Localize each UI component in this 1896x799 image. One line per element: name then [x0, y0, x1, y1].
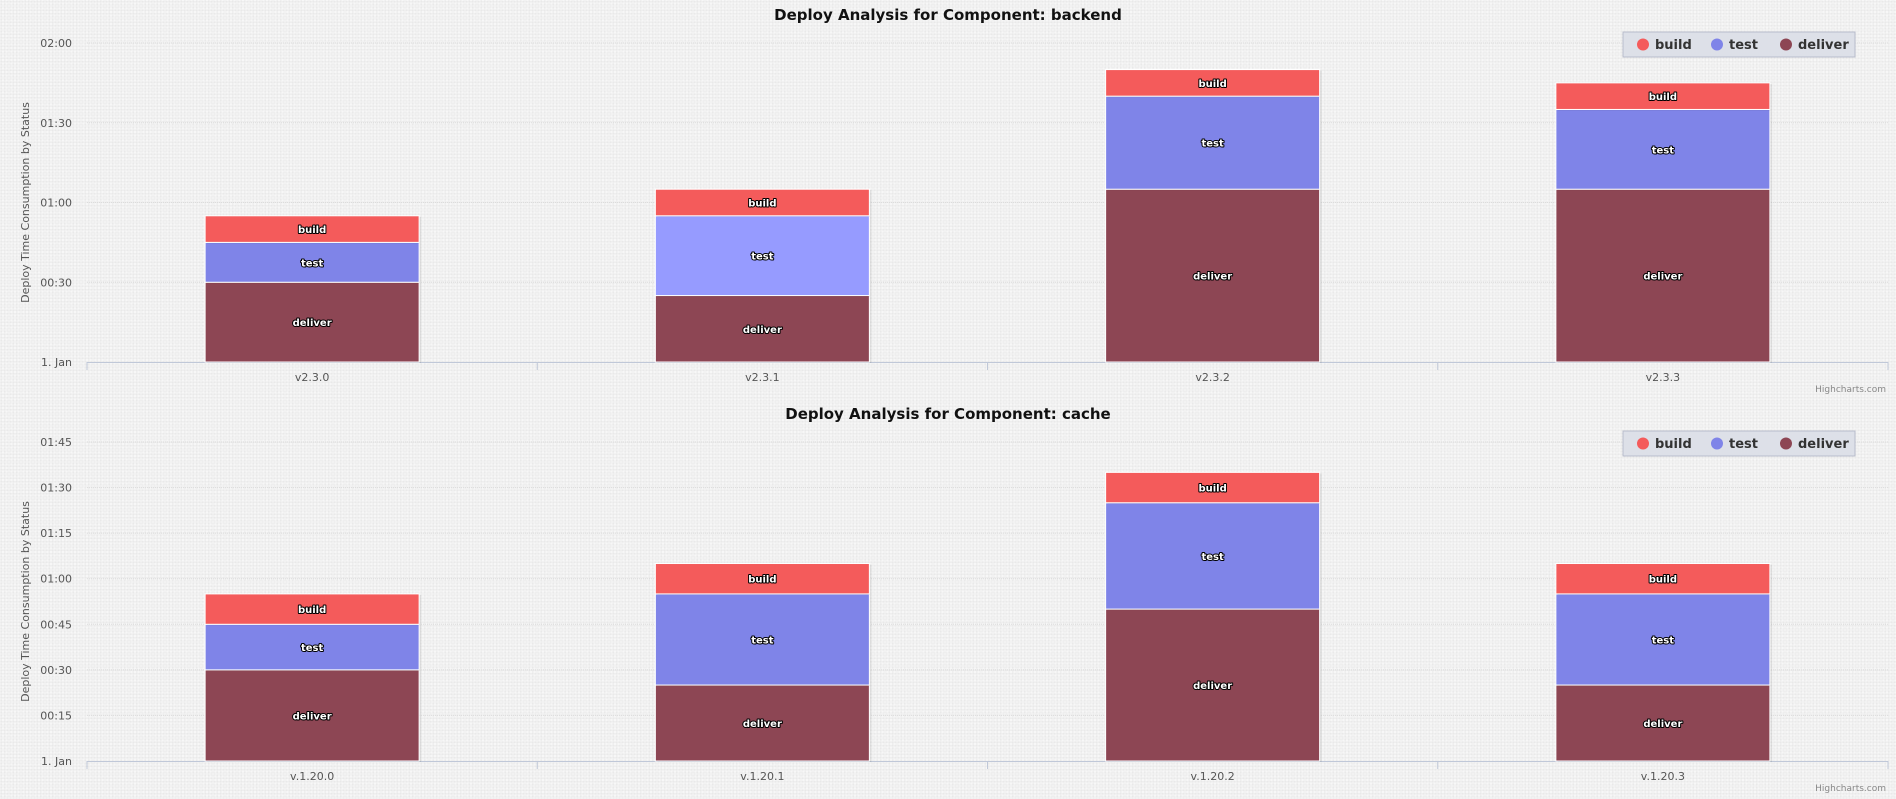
legend-box — [1622, 430, 1856, 457]
credits-link[interactable]: Highcharts.com — [1815, 385, 1886, 395]
y-tick-label: 02:00 — [40, 37, 72, 50]
bar-test-v2-3-2[interactable] — [1105, 95, 1321, 190]
chart-svg: Deploy Analysis for Component: cache 1. J… — [19, 405, 1889, 794]
y-tick-label: 01:30 — [40, 482, 72, 495]
bar-deliver-v2-3-2[interactable] — [1105, 188, 1321, 363]
x-tick-label: v.1.20.1 — [740, 770, 784, 783]
credits-link[interactable]: Highcharts.com — [1815, 784, 1886, 794]
bar-build-v2-3-3[interactable] — [1555, 82, 1771, 110]
x-tick-label: v2.3.1 — [745, 371, 780, 384]
data-label: test — [301, 258, 324, 269]
y-tick-label: 01:45 — [40, 436, 72, 449]
legend-label: test — [1729, 38, 1758, 53]
data-label: deliver — [743, 719, 782, 730]
y-tick-label: 00:30 — [40, 664, 72, 677]
y-tick-label: 01:15 — [40, 527, 72, 540]
bar-build-v2-3-2[interactable] — [1105, 69, 1321, 97]
data-label: test — [1201, 552, 1224, 563]
legend-marker — [1711, 38, 1723, 51]
data-label: build — [298, 225, 326, 236]
bar-test-v-1-20-0[interactable] — [204, 623, 420, 671]
x-tick-label: v.1.20.2 — [1191, 770, 1235, 783]
x-tick-label: v.1.20.3 — [1641, 770, 1685, 783]
legend-marker — [1780, 38, 1792, 51]
bar-test-v2-3-3[interactable] — [1555, 108, 1771, 190]
bar-test-v-1-20-2[interactable] — [1105, 502, 1321, 610]
y-tick-label: 01:00 — [40, 197, 72, 210]
data-label: build — [748, 199, 776, 210]
bar-deliver-v-1-20-3[interactable] — [1555, 684, 1771, 762]
data-label: deliver — [743, 325, 782, 336]
y-axis-title: Deploy Time Consumption by Status — [19, 102, 32, 303]
bar-test-v2-3-0[interactable] — [204, 241, 420, 283]
legend-label: build — [1655, 38, 1692, 53]
x-tick-label: v2.3.3 — [1646, 371, 1681, 384]
bar-deliver-v-1-20-1[interactable] — [654, 684, 870, 762]
legend-marker — [1637, 38, 1649, 51]
data-label: deliver — [1193, 681, 1232, 692]
data-label: test — [751, 252, 774, 263]
y-axis-title: Deploy Time Consumption by Status — [19, 501, 32, 702]
data-label: build — [1198, 79, 1226, 90]
legend-marker — [1780, 437, 1792, 450]
data-label: test — [1652, 635, 1675, 646]
bar-build-v2-3-1[interactable] — [654, 188, 870, 217]
legend-label: build — [1655, 437, 1692, 452]
legend-marker — [1637, 437, 1649, 450]
data-label: test — [1652, 145, 1675, 156]
data-label: test — [751, 635, 774, 646]
x-tick-label: v2.3.2 — [1195, 371, 1230, 384]
chart-cache: Deploy Analysis for Component: cache 1. J… — [0, 399, 1896, 799]
data-label: deliver — [1643, 719, 1682, 730]
y-tick-label: 00:30 — [40, 276, 72, 289]
legend-marker — [1711, 437, 1723, 450]
y-tick-label: 1. Jan — [41, 356, 72, 369]
data-label: build — [748, 575, 776, 586]
y-tick-label: 00:45 — [40, 618, 72, 631]
legend-item-test[interactable]: test — [1711, 38, 1758, 53]
y-tick-label: 1. Jan — [41, 755, 72, 768]
legend-item-deliver[interactable]: deliver — [1780, 38, 1849, 53]
bar-build-v-1-20-2[interactable] — [1105, 471, 1321, 504]
x-tick-label: v.1.20.0 — [290, 770, 334, 783]
legend-item-build[interactable]: build — [1637, 38, 1692, 53]
data-label: build — [1198, 484, 1226, 495]
data-label: test — [1201, 139, 1224, 150]
y-tick-label: 01:00 — [40, 573, 72, 586]
bar-test-v-1-20-3[interactable] — [1555, 593, 1771, 686]
legend-item-test[interactable]: test — [1711, 437, 1758, 452]
legend-label: test — [1729, 437, 1758, 452]
chart-title: Deploy Analysis for Component: cache — [785, 405, 1110, 423]
data-label: build — [298, 605, 326, 616]
bar-build-v-1-20-3[interactable] — [1555, 563, 1771, 595]
bar-deliver-v2-3-3[interactable] — [1555, 188, 1771, 363]
legend-item-build[interactable]: build — [1637, 437, 1692, 452]
bar-deliver-v-1-20-2[interactable] — [1105, 608, 1321, 762]
bar-build-v2-3-0[interactable] — [204, 215, 420, 243]
chart-title: Deploy Analysis for Component: backend — [774, 6, 1122, 24]
y-tick-label: 01:30 — [40, 117, 72, 130]
y-tick-label: 00:15 — [40, 709, 72, 722]
chart-svg: Deploy Analysis for Component: backend 1.… — [19, 6, 1889, 395]
bar-deliver-v-1-20-0[interactable] — [204, 669, 420, 762]
data-label: deliver — [1193, 272, 1232, 283]
legend-label: deliver — [1798, 38, 1849, 53]
data-label: test — [301, 643, 324, 654]
bar-build-v-1-20-1[interactable] — [654, 563, 870, 595]
data-label: deliver — [1643, 272, 1682, 283]
bar-test-v2-3-1[interactable] — [654, 215, 870, 297]
chart-backend: Deploy Analysis for Component: backend 1.… — [19, 6, 1889, 395]
x-tick-label: v2.3.0 — [295, 371, 330, 384]
data-label: build — [1649, 92, 1677, 103]
bar-deliver-v2-3-0[interactable] — [204, 281, 420, 363]
legend-item-deliver[interactable]: deliver — [1780, 437, 1849, 452]
data-label: deliver — [293, 711, 332, 722]
data-label: deliver — [293, 318, 332, 329]
bar-build-v-1-20-0[interactable] — [204, 593, 420, 625]
data-label: build — [1649, 575, 1677, 586]
legend-label: deliver — [1798, 437, 1849, 452]
legend-box — [1622, 31, 1856, 58]
